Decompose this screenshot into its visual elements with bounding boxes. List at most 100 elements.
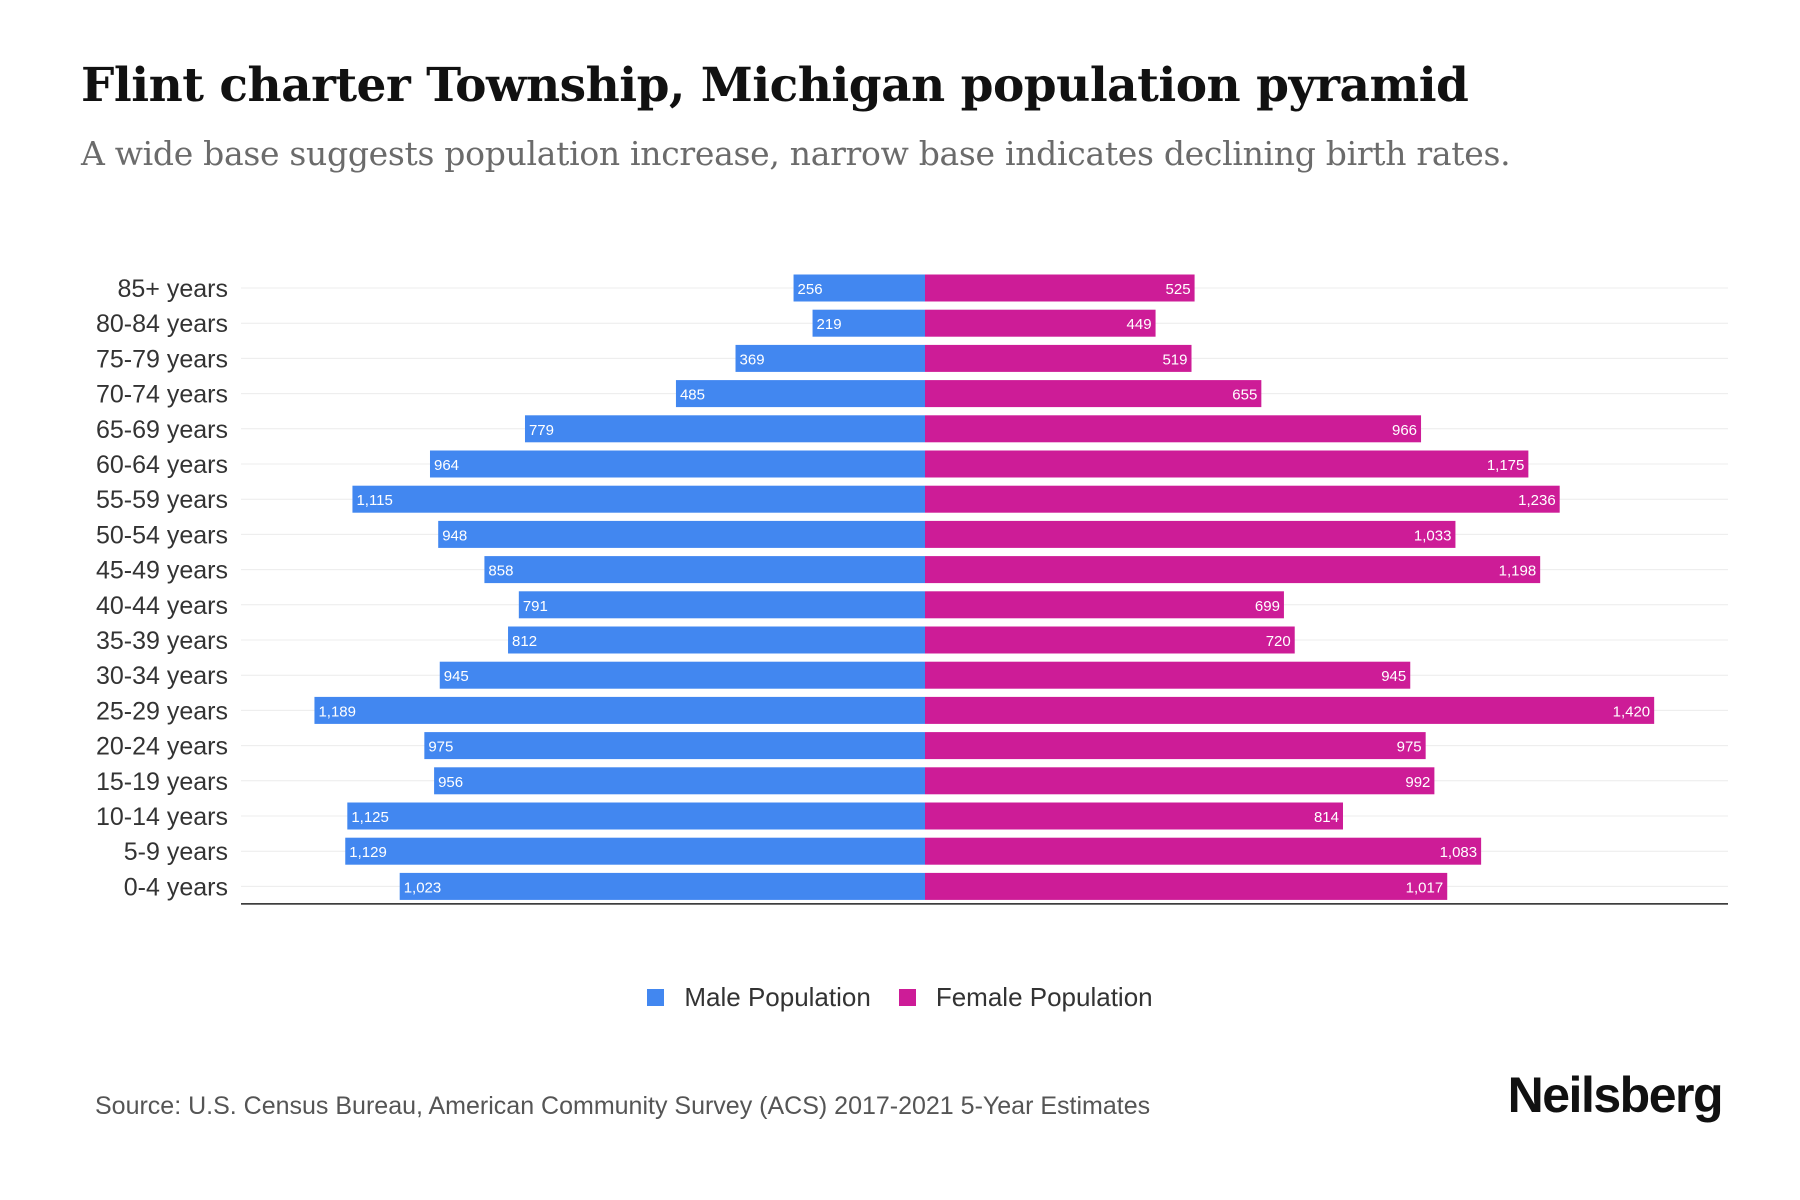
bar-male (484, 556, 925, 584)
bar-label-male: 858 (488, 563, 513, 580)
category-label: 45-49 years (96, 557, 228, 585)
bar-male (518, 591, 925, 619)
bar-male (429, 450, 925, 478)
bar-male (314, 696, 925, 724)
bar-female (925, 274, 1195, 302)
bar-label-male: 975 (428, 739, 453, 756)
bar-female (925, 485, 1560, 513)
category-label: 20-24 years (96, 733, 228, 761)
bar-label-female: 449 (1127, 316, 1152, 333)
legend-swatch-female (898, 989, 916, 1006)
bar-female (925, 837, 1482, 865)
category-label: 50-54 years (96, 521, 228, 549)
category-label: 0-4 years (124, 873, 228, 901)
bar-label-male: 948 (442, 527, 467, 544)
bar-female (925, 802, 1343, 830)
bar-male (424, 732, 925, 760)
bar-label-female: 655 (1232, 387, 1257, 404)
category-label: 75-79 years (96, 345, 228, 373)
bar-female (925, 344, 1192, 372)
bar-label-female: 945 (1381, 668, 1406, 685)
category-label: 5-9 years (124, 838, 228, 866)
bars: 256 525 219 449 369 519 485 655 779 966 964 1,175 1,… (314, 274, 1655, 900)
bar-label-female: 1,198 (1499, 563, 1537, 580)
population-pyramid-chart: 256 525 219 449 369 519 485 655 779 966 964 1,175 1,… (96, 274, 1728, 905)
bar-female (925, 556, 1541, 584)
bar-male (735, 344, 925, 372)
category-label: 65-69 years (96, 416, 228, 444)
category-labels: 85+ years 80-84 years 75-79 years 70-74 yea… (96, 275, 228, 901)
category-label: 55-59 years (96, 486, 228, 514)
bar-label-male: 812 (512, 633, 537, 650)
bar-male (508, 626, 925, 654)
bar-label-female: 720 (1266, 633, 1291, 650)
bar-label-female: 975 (1397, 739, 1422, 756)
bar-female (925, 309, 1156, 337)
bar-female (925, 450, 1529, 478)
category-label: 25-29 years (96, 697, 228, 725)
bar-male (347, 802, 925, 830)
bar-female (925, 415, 1422, 443)
bar-label-male: 1,115 (356, 492, 392, 509)
bar-label-male: 791 (523, 598, 548, 615)
bar-label-female: 814 (1314, 809, 1339, 826)
bar-male (675, 380, 925, 408)
bar-male (399, 872, 925, 900)
category-label: 40-44 years (96, 592, 228, 620)
legend-swatch-male (647, 989, 665, 1006)
bar-label-male: 1,189 (318, 703, 356, 720)
bar-male (434, 767, 925, 795)
bar-label-male: 1,129 (349, 844, 387, 861)
bar-label-male: 964 (434, 457, 459, 474)
bar-label-female: 966 (1392, 422, 1417, 439)
bar-female (925, 696, 1655, 724)
bar-female (925, 380, 1262, 408)
bar-male (345, 837, 925, 865)
bar-male (352, 485, 925, 513)
bar-label-female: 1,033 (1414, 527, 1452, 544)
bar-label-male: 1,125 (351, 809, 389, 826)
source-note: Source: U.S. Census Bureau, American Com… (95, 1092, 1151, 1120)
category-label: 85+ years (118, 275, 229, 303)
bar-male (439, 661, 925, 689)
bar-label-male: 1,023 (404, 879, 442, 896)
category-label: 35-39 years (96, 627, 228, 655)
bar-label-male: 219 (817, 316, 842, 333)
legend-item-male: Male Population (647, 982, 871, 1013)
bar-male (524, 415, 925, 443)
bar-label-male: 485 (680, 387, 705, 404)
bar-label-female: 1,236 (1518, 492, 1556, 509)
legend: Male Population Female Population (0, 982, 1800, 1013)
legend-item-female: Female Population (898, 982, 1153, 1013)
category-label: 30-34 years (96, 662, 228, 690)
category-label: 60-64 years (96, 451, 228, 479)
bar-label-female: 525 (1166, 281, 1191, 298)
bar-male (438, 520, 925, 548)
bar-label-female: 1,083 (1440, 844, 1478, 861)
bar-label-female: 519 (1162, 351, 1187, 368)
bar-female (925, 591, 1284, 619)
bar-female (925, 626, 1295, 654)
bar-label-female: 992 (1405, 774, 1430, 791)
bar-female (925, 520, 1456, 548)
bar-label-male: 779 (529, 422, 554, 439)
bar-female (925, 767, 1435, 795)
legend-label-male: Male Population (684, 982, 871, 1012)
bar-label-female: 1,175 (1487, 457, 1525, 474)
bar-male (793, 274, 925, 302)
category-label: 80-84 years (96, 310, 228, 338)
brand-logo: Neilsberg (1507, 1067, 1724, 1123)
category-label: 10-14 years (96, 803, 228, 831)
bar-label-female: 1,017 (1406, 879, 1444, 896)
bar-label-male: 945 (444, 668, 469, 685)
bar-label-female: 699 (1255, 598, 1280, 615)
bar-label-male: 369 (740, 351, 765, 368)
category-label: 15-19 years (96, 768, 228, 796)
chart-subtitle: A wide base suggests population increase… (81, 134, 1511, 173)
bar-female (925, 661, 1411, 689)
bar-label-female: 1,420 (1613, 703, 1651, 720)
bar-female (925, 732, 1426, 760)
legend-label-female: Female Population (935, 982, 1153, 1012)
bar-label-male: 956 (438, 774, 463, 791)
bar-male (812, 309, 925, 337)
